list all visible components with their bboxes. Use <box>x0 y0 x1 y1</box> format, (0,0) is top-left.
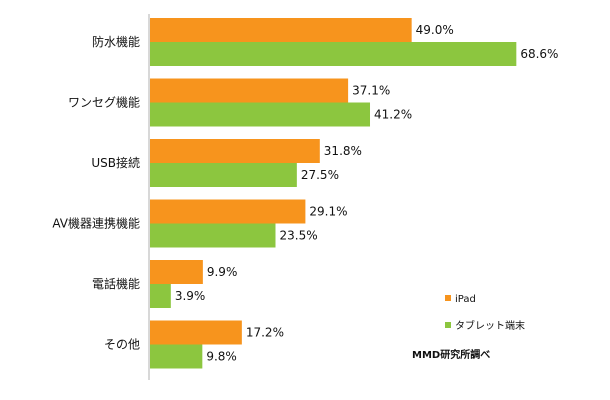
bar-ipad-phone <box>150 260 203 284</box>
value-label-ipad-phone: 9.9% <box>207 265 238 279</box>
value-label-tablet-usb: 27.5% <box>301 168 339 182</box>
bar-ipad-av-link <box>150 199 306 224</box>
legend: iPad タブレット端末 <box>445 294 525 332</box>
source-note: MMD研究所調べ <box>412 348 490 361</box>
bar-ipad-usb <box>150 139 320 163</box>
labels-layer: 防水機能 49.0% 68.6% ワンセグ機能 37.1% 41.2% USB接続 31.8%… <box>52 23 558 364</box>
bar-tablet-usb <box>150 163 297 187</box>
value-label-ipad-other: 17.2% <box>246 326 284 340</box>
category-label-usb: USB接続 <box>91 155 140 170</box>
value-label-ipad-usb: 31.8% <box>324 144 362 158</box>
bar-ipad-other <box>150 320 242 345</box>
value-label-tablet-oneseg: 41.2% <box>374 108 412 122</box>
value-label-ipad-waterproof: 49.0% <box>416 23 454 37</box>
bar-tablet-oneseg <box>150 102 371 127</box>
bar-tablet-av-link <box>150 223 276 248</box>
bar-ipad-waterproof <box>150 18 412 42</box>
bar-tablet-phone <box>150 284 171 308</box>
category-label-other: その他 <box>104 338 140 352</box>
legend-label-tablet: タブレット端末 <box>455 319 525 332</box>
category-label-oneseg: ワンセグ機能 <box>68 95 140 110</box>
value-label-ipad-av-link: 29.1% <box>309 205 347 219</box>
category-label-av-link: AV機器連携機能 <box>52 216 140 231</box>
value-label-tablet-other: 9.8% <box>206 350 237 364</box>
bar-tablet-waterproof <box>150 42 517 66</box>
legend-swatch-ipad <box>445 295 451 301</box>
value-label-tablet-waterproof: 68.6% <box>520 47 558 61</box>
legend-label-ipad: iPad <box>455 294 476 305</box>
bar-ipad-oneseg <box>150 78 349 103</box>
category-label-phone: 電話機能 <box>92 276 140 291</box>
bar-tablet-other <box>150 344 203 369</box>
value-label-tablet-phone: 3.9% <box>175 289 206 303</box>
value-label-tablet-av-link: 23.5% <box>279 229 317 243</box>
category-label-waterproof: 防水機能 <box>92 34 140 49</box>
value-label-ipad-oneseg: 37.1% <box>352 84 390 98</box>
bars-layer <box>150 18 517 369</box>
legend-swatch-tablet <box>445 322 451 328</box>
